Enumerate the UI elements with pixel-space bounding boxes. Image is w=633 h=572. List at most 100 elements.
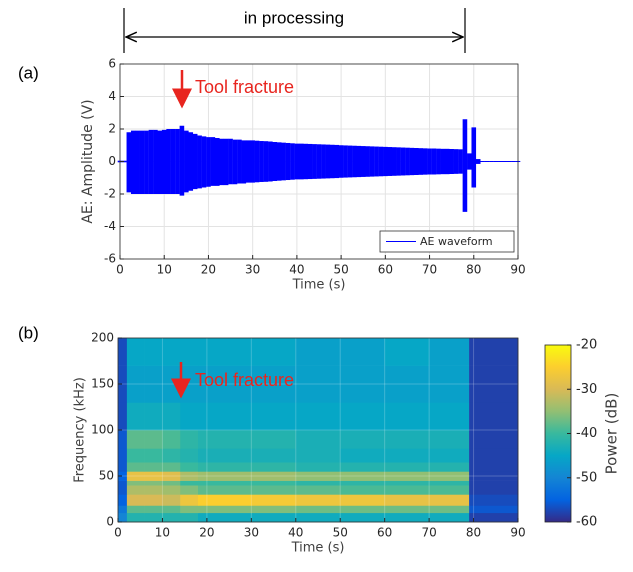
- heat-cell: [118, 471, 128, 481]
- heat-cell: [251, 505, 297, 514]
- heat-cell: [162, 462, 181, 472]
- heat-cell: [162, 505, 181, 514]
- heat-cell: [126, 462, 145, 472]
- heat-cell: [340, 471, 385, 481]
- heat-cell: [251, 448, 297, 463]
- heat-cell: [126, 365, 145, 403]
- heat-cell: [295, 512, 341, 523]
- heat-cell: [198, 430, 252, 449]
- heat-cell: [144, 480, 163, 486]
- x-tick-label: 0: [114, 526, 122, 540]
- y-tick-label: 200: [91, 331, 114, 345]
- heat-cell: [162, 402, 181, 431]
- heat-cell: [198, 485, 252, 495]
- heat-cell: [295, 365, 341, 403]
- heat-cell: [118, 494, 128, 506]
- heat-cell: [180, 448, 199, 463]
- heat-cell: [162, 430, 181, 449]
- x-tick-label: 20: [199, 526, 214, 540]
- heat-cell: [469, 365, 519, 403]
- heat-cell: [340, 448, 385, 463]
- heat-cell: [340, 485, 385, 495]
- heat-cell: [180, 512, 199, 523]
- x-tick-label: 80: [466, 263, 481, 277]
- heat-cell: [251, 480, 297, 486]
- heat-cell: [126, 505, 145, 514]
- heat-cell: [198, 462, 252, 472]
- heat-cell: [469, 485, 519, 495]
- x-tick-label: 0: [116, 263, 124, 277]
- heat-cell: [126, 402, 145, 431]
- x-tick-label: 90: [510, 263, 525, 277]
- heat-cell: [469, 494, 519, 506]
- heat-cell: [118, 365, 128, 403]
- heat-cell: [429, 494, 470, 506]
- y-tick-label: 2: [108, 122, 116, 136]
- heat-cell: [429, 505, 470, 514]
- heat-cell: [429, 485, 470, 495]
- heat-cell: [469, 402, 519, 431]
- heat-cell: [180, 480, 199, 486]
- heat-cell: [118, 462, 128, 472]
- heat-cell: [180, 402, 199, 431]
- heat-cell: [384, 365, 430, 403]
- heat-cell: [251, 471, 297, 481]
- heat-cell: [384, 338, 430, 366]
- x-tick-label: 40: [289, 263, 304, 277]
- heat-cell: [118, 338, 128, 366]
- x-axis-title: Time (s): [291, 541, 345, 556]
- heat-cell: [340, 505, 385, 514]
- y-tick-label: -6: [104, 252, 116, 266]
- heat-cell: [126, 448, 145, 463]
- heat-cell: [340, 462, 385, 472]
- heat-cell: [469, 338, 519, 366]
- heat-cell: [429, 430, 470, 449]
- panel-label: (b): [18, 323, 39, 342]
- heat-cell: [295, 338, 341, 366]
- heat-cell: [162, 448, 181, 463]
- heat-cell: [384, 485, 430, 495]
- x-tick-label: 10: [155, 526, 170, 540]
- heat-cell: [162, 480, 181, 486]
- heat-cell: [429, 402, 470, 431]
- legend: [379, 230, 515, 253]
- heat-cell: [295, 485, 341, 495]
- heat-cell: [180, 485, 199, 495]
- colorbar-label: Power (dB): [603, 393, 621, 475]
- heat-cell: [118, 505, 128, 514]
- heat-cell: [162, 485, 181, 495]
- heat-cell: [340, 430, 385, 449]
- heat-cell: [144, 448, 163, 463]
- colorbar-tick-label: -60: [576, 515, 597, 530]
- heat-cell: [469, 430, 519, 449]
- heat-cell: [198, 365, 252, 403]
- x-axis-title: Time (s): [292, 278, 346, 293]
- heat-cell: [384, 430, 430, 449]
- x-tick-label: 30: [244, 526, 259, 540]
- heat-cell: [295, 462, 341, 472]
- heat-cell: [251, 365, 297, 403]
- y-tick-label: 0: [106, 515, 114, 529]
- heat-cell: [251, 494, 297, 506]
- heat-cell: [384, 512, 430, 523]
- heat-cell: [198, 480, 252, 486]
- heat-cell: [384, 448, 430, 463]
- heat-cell: [118, 485, 128, 495]
- heat-cell: [180, 430, 199, 449]
- heat-cell: [180, 462, 199, 472]
- x-tick-label: 20: [201, 263, 216, 277]
- heat-cell: [144, 494, 163, 506]
- x-tick-label: 60: [378, 263, 393, 277]
- heat-cell: [180, 471, 199, 481]
- x-tick-label: 70: [421, 526, 436, 540]
- heat-cell: [144, 430, 163, 449]
- x-tick-label: 50: [333, 263, 348, 277]
- heat-cell: [429, 448, 470, 463]
- heat-cell: [469, 471, 519, 481]
- heat-cell: [180, 338, 199, 366]
- x-tick-label: 70: [422, 263, 437, 277]
- x-tick-label: 40: [288, 526, 303, 540]
- heat-cell: [295, 471, 341, 481]
- heat-cell: [295, 494, 341, 506]
